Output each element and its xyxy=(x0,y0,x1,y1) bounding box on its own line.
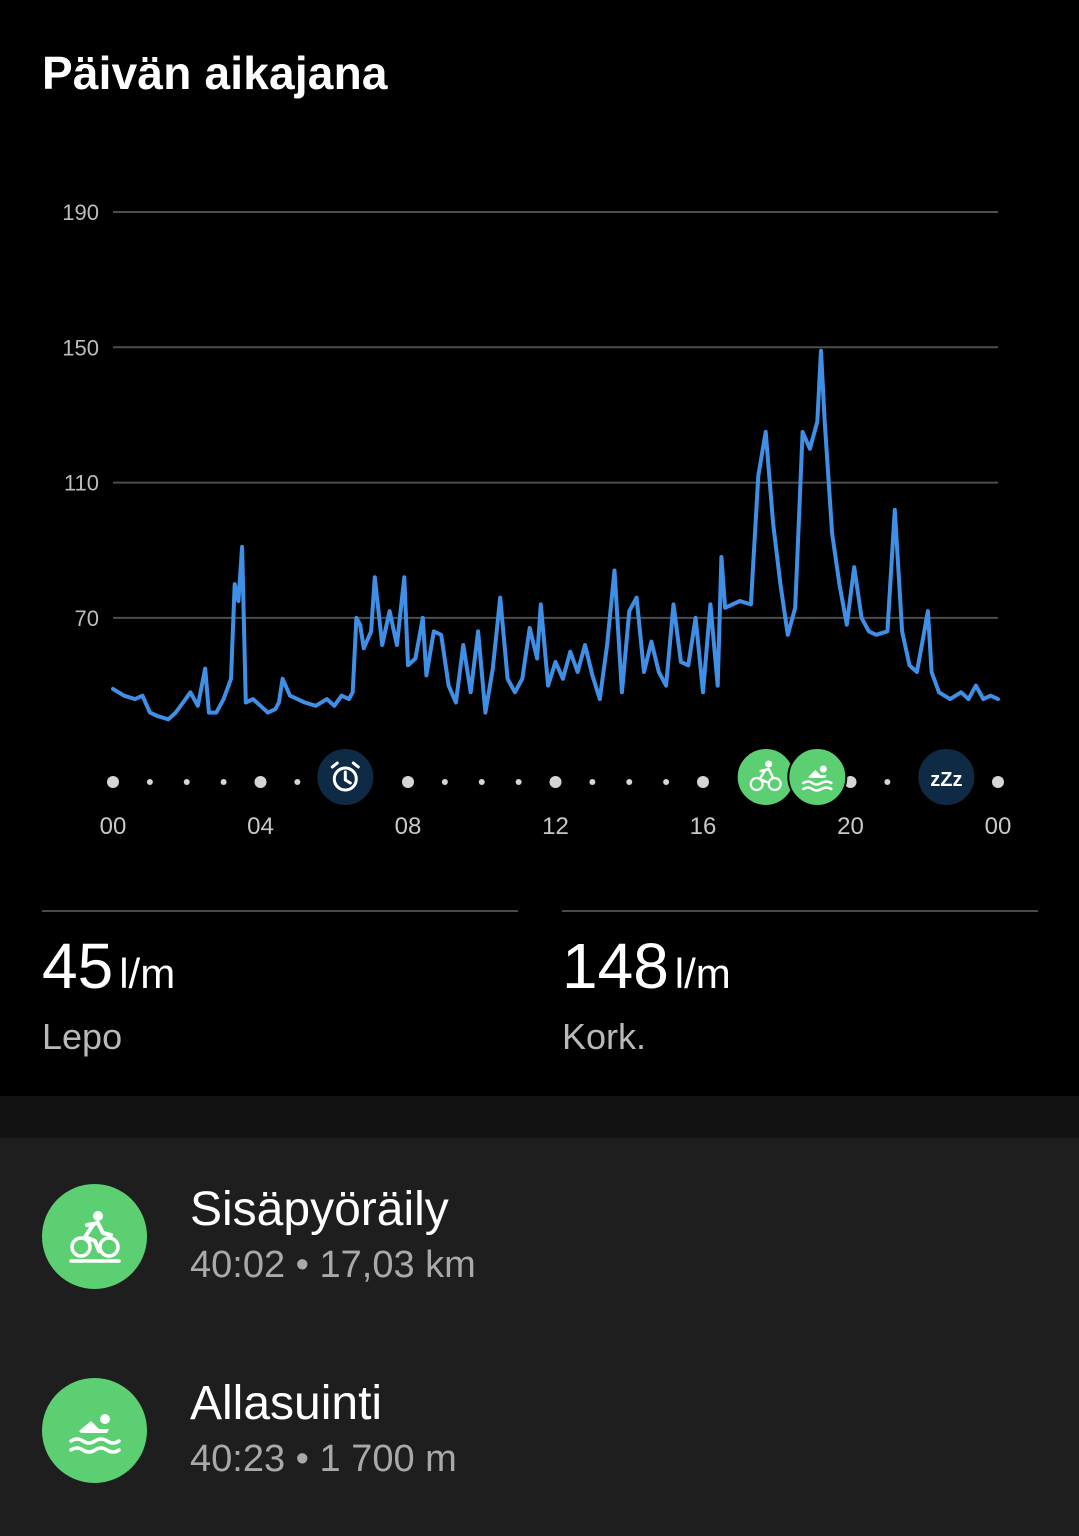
alarm-clock-icon xyxy=(315,747,376,807)
y-tick-label: 190 xyxy=(62,200,99,225)
timeline-dot xyxy=(441,779,448,785)
timeline-dot xyxy=(254,776,267,788)
activity-item-cycling[interactable]: Sisäpyöräily 40:02 • 17,03 km xyxy=(0,1138,1079,1289)
sleep-label: zZz xyxy=(930,769,962,791)
timeline-dot xyxy=(589,779,596,785)
y-tick-label: 110 xyxy=(64,471,99,496)
max-stat: 148 l/m Kork. xyxy=(562,910,1038,1058)
rest-unit: l/m xyxy=(119,950,176,997)
x-tick-label: 00 xyxy=(100,813,127,840)
divider xyxy=(42,910,518,912)
heart-rate-chart: 190 150 110 70 00 04 08 12 16 20 00 zZz xyxy=(62,200,1012,840)
timeline-dot xyxy=(626,779,633,785)
timeline-dot xyxy=(107,776,119,788)
timeline-dot xyxy=(549,776,562,788)
rest-label: Lepo xyxy=(42,1016,123,1057)
max-unit: l/m xyxy=(674,950,731,997)
activity-list: Sisäpyöräily 40:02 • 17,03 km Allasuinti… xyxy=(0,1138,1079,1536)
max-label: Kork. xyxy=(562,1016,647,1057)
x-tick-label: 12 xyxy=(542,813,569,840)
timeline-dot xyxy=(515,779,522,785)
x-tick-label: 16 xyxy=(690,813,717,840)
activity-meta: 40:02 • 17,03 km xyxy=(190,1244,476,1286)
y-tick-label: 70 xyxy=(75,606,99,631)
timeline-dot xyxy=(992,776,1004,788)
max-value-row: 148 l/m xyxy=(562,930,1038,1010)
swimming-icon xyxy=(42,1378,147,1483)
max-value: 148 xyxy=(562,930,669,1002)
divider xyxy=(562,910,1038,912)
swimming-icon xyxy=(787,747,848,807)
x-tick-label: 00 xyxy=(985,813,1012,840)
rest-value: 45 xyxy=(42,930,114,1002)
activity-meta: 40:23 • 1 700 m xyxy=(190,1438,457,1480)
timeline-dot xyxy=(220,779,227,785)
heart-rate-line xyxy=(111,348,1000,722)
stats-row: 45 l/m Lepo 148 l/m Kork. xyxy=(0,910,1079,1070)
x-tick-label: 08 xyxy=(395,813,422,840)
activity-item-swimming[interactable]: Allasuinti 40:23 • 1 700 m xyxy=(0,1332,1079,1483)
x-tick-label: 20 xyxy=(837,813,864,840)
timeline-dot xyxy=(884,779,891,785)
timeline-dot xyxy=(478,779,485,785)
y-tick-label: 150 xyxy=(62,335,99,360)
timeline-dot xyxy=(294,779,301,785)
timeline-dot xyxy=(844,776,857,788)
page-title: Päivän aikajana xyxy=(42,47,388,99)
rest-stat: 45 l/m Lepo xyxy=(42,910,518,1058)
activity-name: Sisäpyöräily xyxy=(190,1183,449,1236)
rest-value-row: 45 l/m xyxy=(42,930,518,1010)
activity-name: Allasuinti xyxy=(190,1377,383,1430)
timeline-dot xyxy=(697,776,709,788)
indoor-cycling-icon xyxy=(735,747,796,807)
timeline-dot xyxy=(183,779,190,785)
timeline-dot xyxy=(663,779,670,785)
x-tick-label: 04 xyxy=(247,813,274,840)
indoor-cycling-icon xyxy=(42,1184,147,1289)
timeline-dot xyxy=(146,779,153,785)
sleep-zzz-icon: zZz xyxy=(916,747,977,807)
timeline-dot xyxy=(402,776,414,788)
section-gap xyxy=(0,1096,1079,1138)
